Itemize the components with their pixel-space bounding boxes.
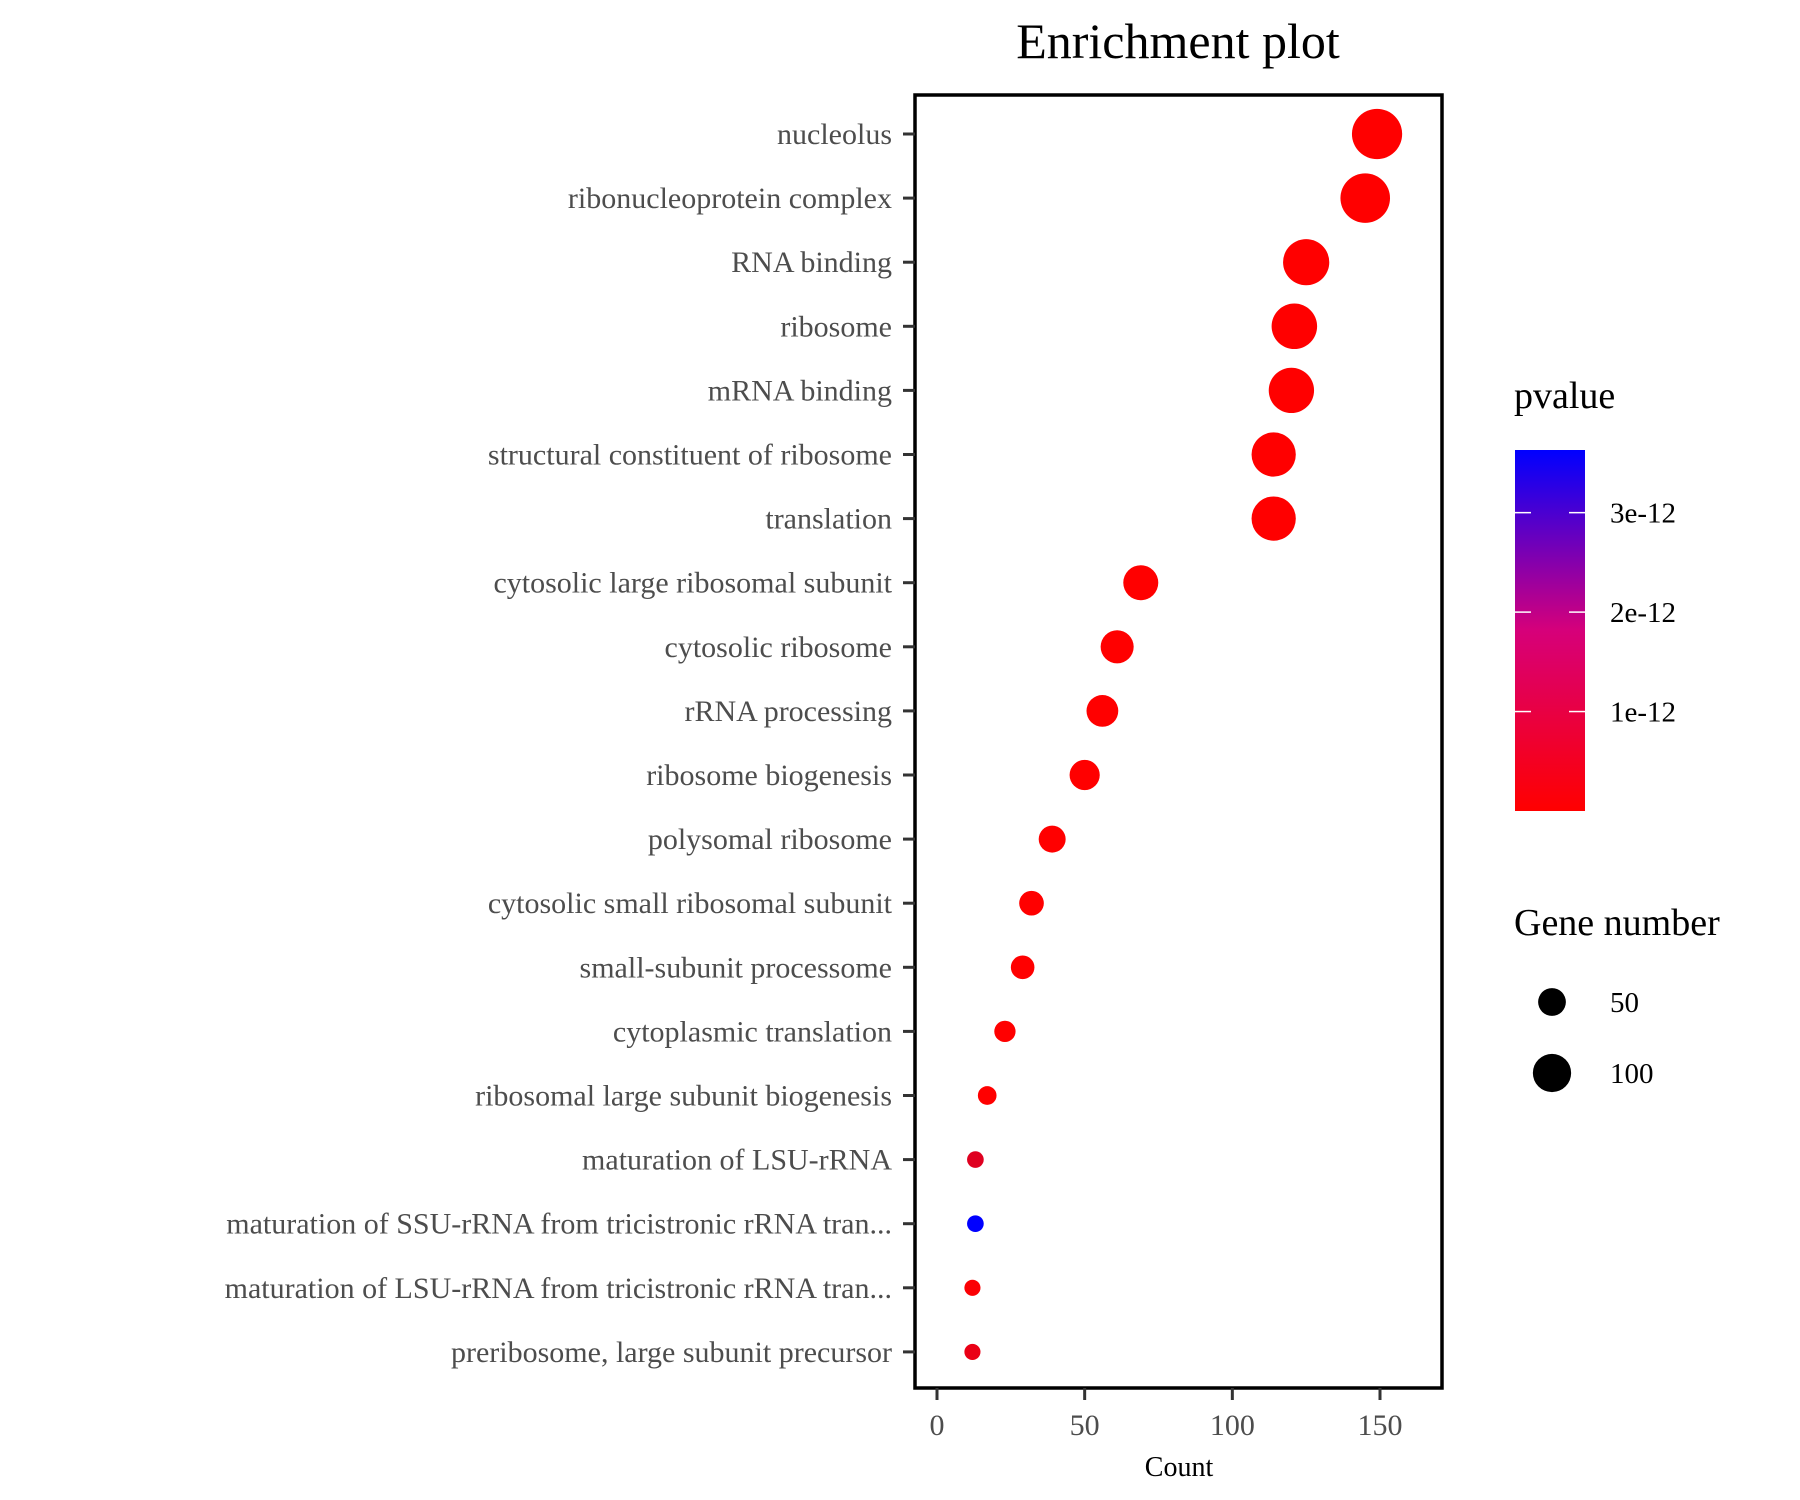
color-legend-title: pvalue bbox=[1514, 375, 1615, 417]
data-point bbox=[1010, 955, 1035, 980]
data-point bbox=[1283, 239, 1330, 286]
size-legend-label: 50 bbox=[1610, 987, 1639, 1019]
data-point bbox=[1019, 890, 1044, 916]
chart-title: Enrichment plot bbox=[1016, 13, 1340, 69]
y-tick-label: ribosome bbox=[780, 310, 892, 343]
size-legend-key bbox=[1538, 988, 1566, 1016]
y-tick-label: cytosolic small ribosomal subunit bbox=[488, 887, 893, 920]
y-tick-label: ribosome biogenesis bbox=[646, 759, 892, 792]
x-tick-label: 100 bbox=[1210, 1409, 1255, 1442]
y-tick-label: polysomal ribosome bbox=[648, 823, 892, 856]
data-point bbox=[994, 1020, 1016, 1043]
data-point bbox=[1100, 630, 1134, 664]
data-point bbox=[1069, 759, 1100, 791]
y-tick-label: ribonucleoprotein complex bbox=[568, 182, 892, 215]
size-legend-label: 100 bbox=[1610, 1058, 1654, 1090]
data-point bbox=[1340, 173, 1391, 223]
x-tick-label: 150 bbox=[1358, 1409, 1403, 1442]
x-tick-label: 50 bbox=[1070, 1409, 1100, 1442]
y-tick-label: small-subunit processome bbox=[580, 951, 892, 984]
data-point bbox=[1086, 695, 1119, 727]
color-legend-tick-label: 1e-12 bbox=[1610, 697, 1676, 729]
data-point bbox=[1251, 496, 1296, 541]
data-point bbox=[1123, 565, 1159, 601]
size-legend-title: Gene number bbox=[1514, 902, 1720, 944]
y-tick-label: structural constituent of ribosome bbox=[488, 439, 892, 472]
x-tick-label: 0 bbox=[930, 1409, 945, 1442]
plot-panel-border bbox=[913, 93, 1444, 1390]
data-point bbox=[967, 1215, 984, 1233]
data-point bbox=[967, 1151, 984, 1168]
y-tick-label: maturation of SSU-rRNA from tricistronic… bbox=[226, 1208, 892, 1241]
y-tick-label: ribosomal large subunit biogenesis bbox=[475, 1080, 892, 1113]
y-tick-label: cytosolic ribosome bbox=[665, 631, 892, 664]
y-tick-label: nucleolus bbox=[777, 118, 892, 151]
size-legend-key bbox=[1532, 1053, 1572, 1093]
y-tick-label: maturation of LSU-rRNA from tricistronic… bbox=[225, 1272, 892, 1305]
y-tick-label: translation bbox=[765, 503, 892, 536]
color-legend-tick-label: 3e-12 bbox=[1610, 498, 1676, 530]
data-point bbox=[977, 1086, 997, 1105]
data-point bbox=[1351, 108, 1403, 160]
data-point bbox=[1038, 825, 1066, 853]
y-tick-label: preribosome, large subunit precursor bbox=[451, 1336, 892, 1369]
data-point bbox=[1268, 367, 1315, 414]
y-tick-label: rRNA processing bbox=[685, 695, 892, 728]
color-legend-bar bbox=[1515, 450, 1585, 811]
y-tick-label: mRNA binding bbox=[708, 374, 892, 407]
color-legend-tick-label: 2e-12 bbox=[1610, 597, 1676, 629]
data-point bbox=[964, 1343, 981, 1360]
data-point bbox=[1271, 303, 1318, 350]
data-point bbox=[964, 1279, 981, 1296]
data-point bbox=[1251, 432, 1296, 477]
x-axis-label: Count bbox=[1145, 1452, 1214, 1483]
y-tick-label: RNA binding bbox=[731, 246, 892, 279]
y-tick-label: cytoplasmic translation bbox=[613, 1015, 892, 1048]
y-tick-label: maturation of LSU-rRNA bbox=[582, 1144, 892, 1177]
y-tick-label: cytosolic large ribosomal subunit bbox=[493, 567, 892, 600]
